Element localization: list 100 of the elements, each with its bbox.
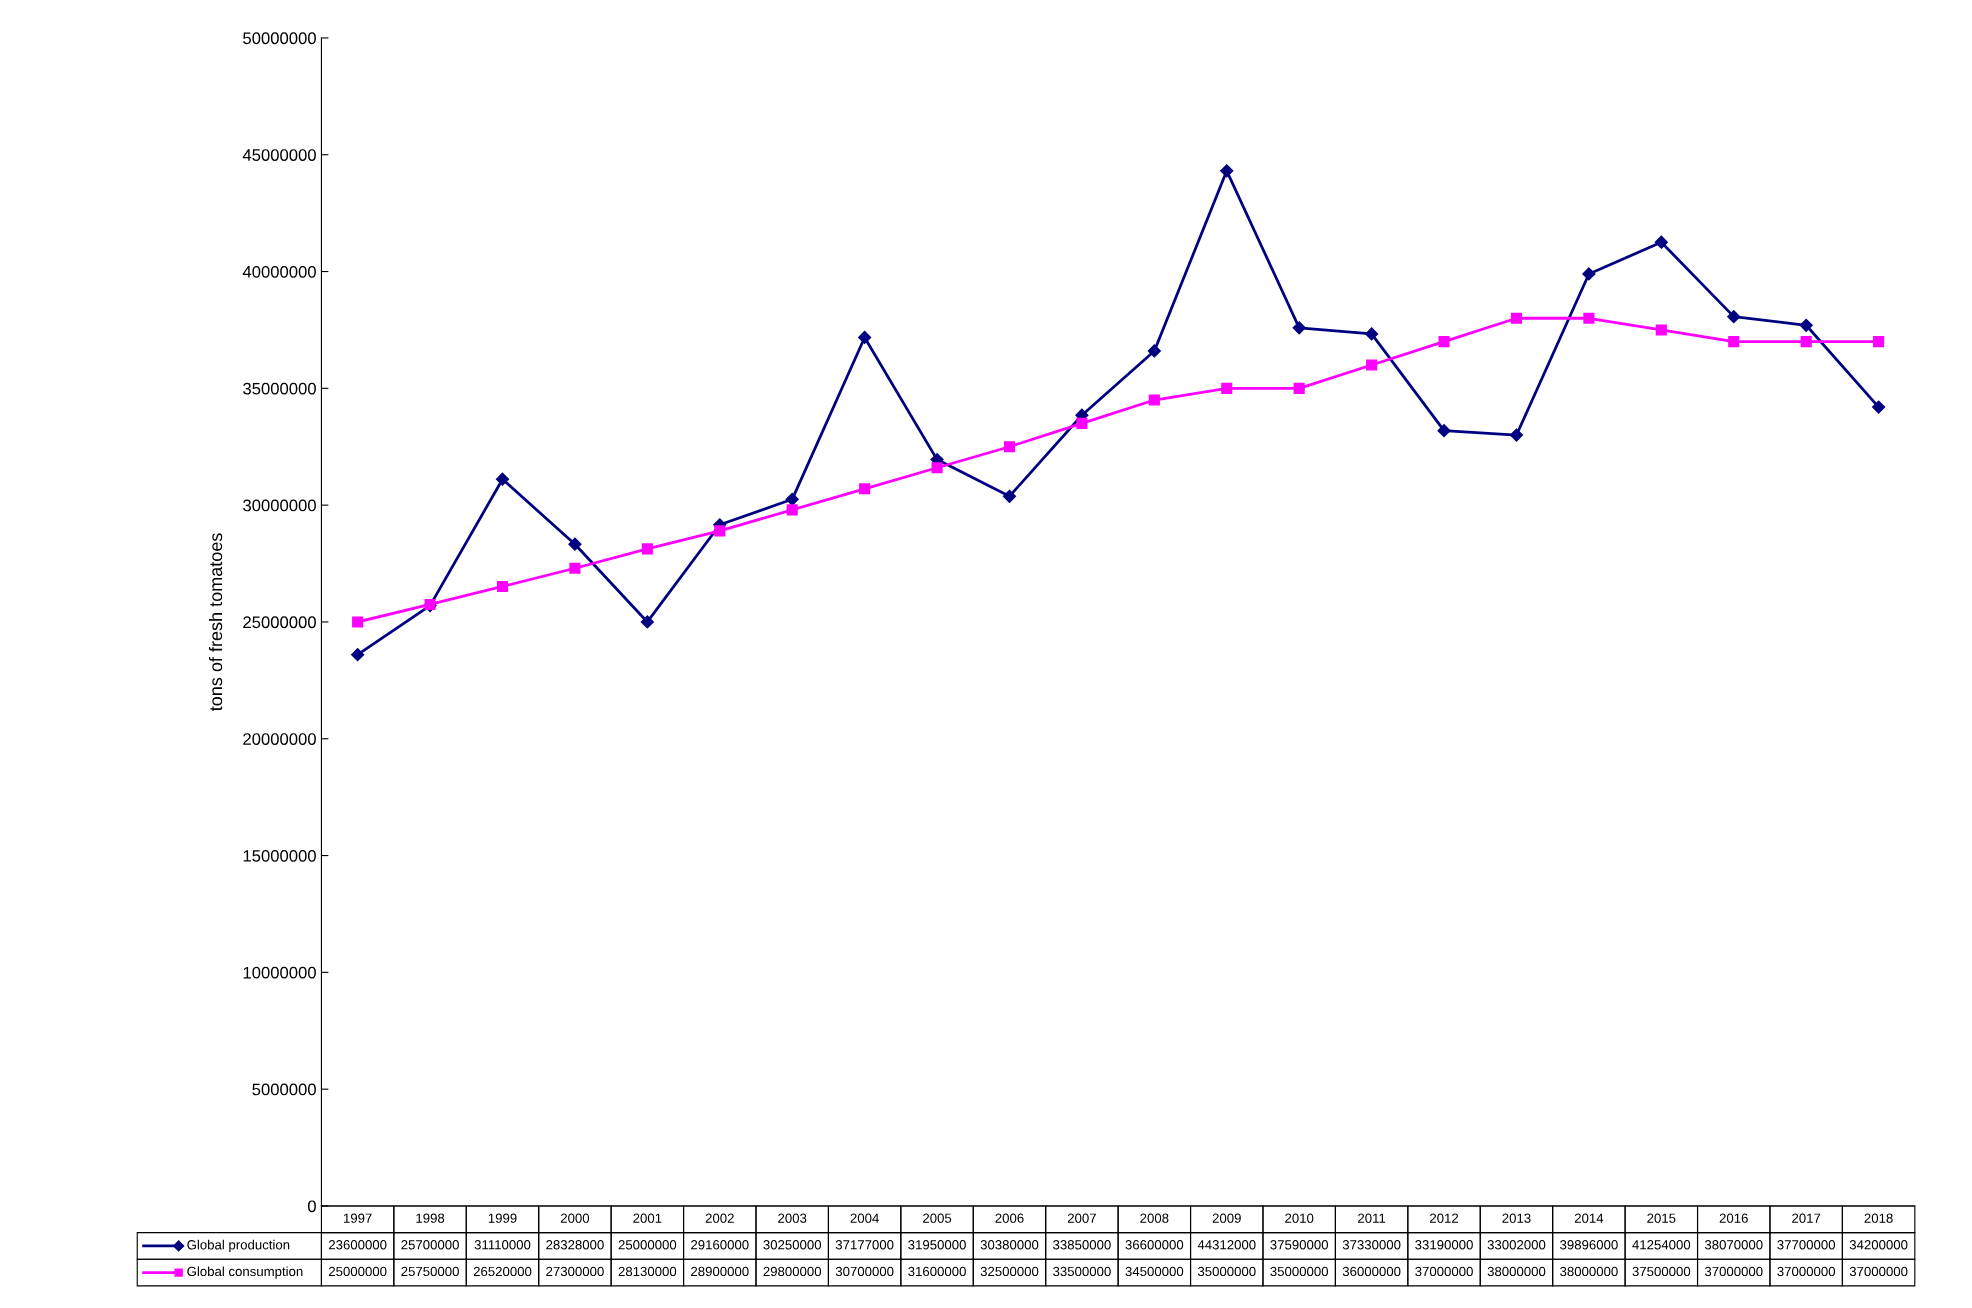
legend-label: Global consumption [187, 1266, 303, 1279]
point [1148, 394, 1160, 406]
x-tick-label: 1999 [488, 1213, 517, 1223]
x-tick-label: 2000 [560, 1213, 590, 1223]
x-tick-label: 2014 [1574, 1213, 1604, 1223]
data-label: 25000000 [618, 1240, 677, 1250]
y-tick-label: 0 [307, 1200, 316, 1213]
data-label: 34500000 [1125, 1266, 1184, 1277]
data-label: 30250000 [763, 1240, 822, 1250]
point [1147, 344, 1161, 358]
data-label: 25700000 [401, 1240, 459, 1250]
point [1437, 424, 1451, 438]
x-tick-label: 2005 [923, 1213, 952, 1223]
x-tick-label: 2017 [1792, 1213, 1821, 1223]
point [785, 492, 799, 506]
x-tick-label: 2015 [1647, 1213, 1676, 1223]
y-axis-title: tons of fresh tomatoes [208, 533, 223, 711]
point [1583, 312, 1595, 324]
data-label: 31110000 [474, 1240, 531, 1250]
point [1800, 336, 1812, 348]
data-label: 32500000 [980, 1266, 1039, 1277]
x-tick-label: 2001 [633, 1213, 662, 1223]
point [714, 525, 726, 537]
point [1366, 359, 1378, 371]
data-label: 39896000 [1560, 1240, 1618, 1250]
point [1873, 336, 1885, 348]
data-label: 34200000 [1849, 1240, 1908, 1250]
data-label: 28900000 [691, 1266, 749, 1277]
data-label: 37700000 [1777, 1240, 1836, 1250]
x-tick-label: 2007 [1067, 1213, 1096, 1223]
data-label: 35000000 [1197, 1266, 1256, 1277]
data-label: 30380000 [980, 1240, 1039, 1250]
data-label: 33500000 [1053, 1266, 1111, 1277]
data-label: 33190000 [1415, 1240, 1473, 1250]
point [1220, 164, 1234, 178]
y-tick-label: 15000000 [243, 849, 316, 862]
data-label: 25750000 [401, 1266, 459, 1277]
x-tick-label: 2003 [778, 1213, 807, 1223]
x-tick-label: 2011 [1358, 1213, 1386, 1223]
x-tick-label: 1998 [416, 1213, 445, 1223]
data-label: 29800000 [763, 1266, 822, 1277]
point [1799, 318, 1813, 332]
legend-label: Global production [187, 1239, 290, 1253]
data-label: 31950000 [908, 1240, 966, 1250]
point [1872, 400, 1886, 414]
data-label: 37000000 [1777, 1266, 1836, 1277]
y-tick-label: 30000000 [243, 499, 316, 512]
point [1509, 428, 1524, 442]
point [1076, 417, 1088, 429]
point [1365, 327, 1379, 341]
data-label: 30700000 [835, 1266, 894, 1277]
data-label: 37000000 [1415, 1266, 1473, 1277]
y-tick-label: 5000000 [252, 1083, 316, 1096]
y-tick-label: 20000000 [243, 733, 316, 745]
y-tick-label: 35000000 [243, 382, 316, 395]
x-tick-label: 1997 [343, 1213, 372, 1223]
point [1293, 382, 1305, 394]
data-label: 33850000 [1053, 1240, 1111, 1250]
point [496, 580, 509, 593]
x-tick-label: 2016 [1719, 1213, 1748, 1223]
point [1510, 312, 1523, 324]
point [640, 615, 654, 629]
y-tick-label: 10000000 [243, 966, 316, 979]
data-label: 27300000 [546, 1266, 604, 1277]
point [1003, 441, 1016, 453]
y-tick-label: 25000000 [243, 616, 316, 629]
data-label: 37590000 [1270, 1240, 1329, 1250]
x-tick-label: 2018 [1864, 1213, 1893, 1223]
data-label: 37000000 [1704, 1266, 1763, 1277]
x-tick-label: 2013 [1502, 1213, 1531, 1223]
point [1221, 382, 1233, 394]
point [859, 483, 871, 495]
data-label: 26520000 [473, 1266, 532, 1277]
data-label: 37500000 [1632, 1266, 1691, 1277]
point [858, 330, 872, 345]
data-label: 37330000 [1342, 1240, 1401, 1250]
data-label: 37177000 [835, 1240, 894, 1250]
y-tick-label: 45000000 [242, 149, 316, 161]
data-label: 41254000 [1632, 1240, 1691, 1250]
y-tick-label: 50000000 [243, 32, 316, 45]
data-label: 29160000 [691, 1240, 749, 1250]
data-label: 25000000 [328, 1266, 387, 1277]
x-tick-label: 2009 [1212, 1213, 1241, 1223]
data-label: 31600000 [908, 1266, 966, 1277]
x-tick-label: 2012 [1430, 1213, 1459, 1223]
point [931, 462, 943, 474]
point [1002, 489, 1017, 503]
x-tick-label: 2010 [1285, 1213, 1314, 1223]
data-label: 38000000 [1560, 1266, 1618, 1277]
x-tick-label: 2002 [705, 1213, 734, 1223]
point [568, 537, 582, 551]
data-label: 37000000 [1849, 1266, 1908, 1277]
point [1438, 336, 1450, 348]
point [1582, 267, 1596, 281]
data-label: 38000000 [1487, 1266, 1546, 1277]
point [351, 648, 365, 662]
x-tick-label: 2008 [1140, 1213, 1169, 1223]
point [569, 562, 581, 574]
x-tick-label: 2004 [850, 1213, 879, 1223]
data-label: 38070000 [1704, 1240, 1763, 1250]
